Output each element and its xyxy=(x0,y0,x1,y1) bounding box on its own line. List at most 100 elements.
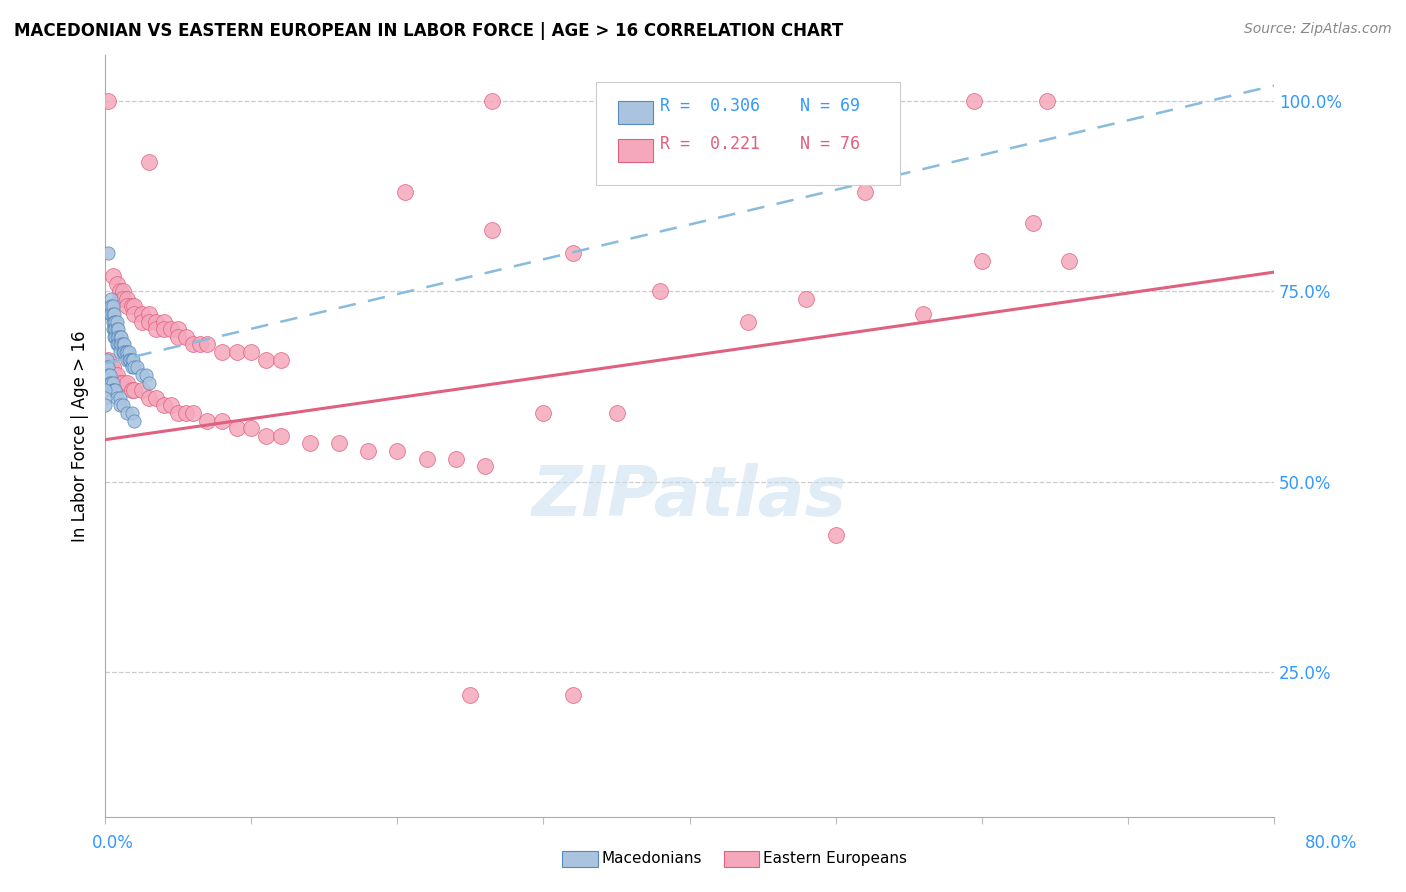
Point xyxy=(104,383,127,397)
Point xyxy=(112,345,135,359)
Point xyxy=(131,368,153,382)
Point xyxy=(225,421,247,435)
Point xyxy=(107,330,129,344)
Point xyxy=(167,406,190,420)
Point xyxy=(270,429,292,443)
FancyBboxPatch shape xyxy=(619,101,654,124)
Point xyxy=(108,376,131,390)
Point xyxy=(103,383,125,397)
Point xyxy=(111,398,134,412)
Point xyxy=(108,284,131,298)
Point xyxy=(107,322,129,336)
Point xyxy=(104,322,127,336)
Point xyxy=(105,368,128,382)
Point xyxy=(481,223,503,237)
Point xyxy=(963,94,986,108)
Point xyxy=(1036,94,1059,108)
Point xyxy=(796,292,818,306)
Point xyxy=(124,360,146,375)
Point xyxy=(131,383,153,397)
Point xyxy=(103,315,125,329)
Point xyxy=(135,368,157,382)
Point xyxy=(115,292,138,306)
Point xyxy=(131,315,153,329)
Point xyxy=(145,322,167,336)
Point xyxy=(188,337,211,351)
Point xyxy=(103,368,125,382)
Point xyxy=(328,436,350,450)
Point xyxy=(110,330,132,344)
Point xyxy=(121,406,143,420)
Point xyxy=(101,299,124,313)
Point xyxy=(254,352,277,367)
Point xyxy=(298,436,321,450)
Point xyxy=(1059,253,1081,268)
Point xyxy=(105,315,128,329)
Point xyxy=(96,376,118,390)
Point xyxy=(197,414,219,428)
Point xyxy=(100,376,122,390)
Point xyxy=(387,444,409,458)
Point xyxy=(111,376,134,390)
Point xyxy=(474,459,496,474)
Point xyxy=(127,360,149,375)
Text: MACEDONIAN VS EASTERN EUROPEAN IN LABOR FORCE | AGE > 16 CORRELATION CHART: MACEDONIAN VS EASTERN EUROPEAN IN LABOR … xyxy=(14,22,844,40)
Point xyxy=(110,337,132,351)
Point xyxy=(105,277,128,291)
Point xyxy=(108,292,131,306)
Point xyxy=(152,315,174,329)
FancyBboxPatch shape xyxy=(596,82,900,185)
Point xyxy=(114,345,136,359)
Point xyxy=(121,360,143,375)
Point xyxy=(97,368,120,382)
Point xyxy=(152,322,174,336)
Point xyxy=(103,322,125,336)
Point xyxy=(100,299,122,313)
Point xyxy=(115,299,138,313)
Y-axis label: In Labor Force | Age > 16: In Labor Force | Age > 16 xyxy=(72,330,89,541)
Point xyxy=(211,345,233,359)
Point xyxy=(108,330,131,344)
Point xyxy=(115,352,138,367)
Point xyxy=(103,330,125,344)
Point xyxy=(98,360,121,375)
Point xyxy=(100,383,122,397)
Point xyxy=(240,421,263,435)
Point xyxy=(97,94,120,108)
Point xyxy=(105,322,128,336)
Point xyxy=(357,444,380,458)
Point xyxy=(101,376,124,390)
Point xyxy=(460,688,482,702)
Point xyxy=(824,528,846,542)
Point xyxy=(101,268,124,283)
Point xyxy=(181,337,204,351)
Point xyxy=(737,315,759,329)
Point xyxy=(103,307,125,321)
Point xyxy=(97,352,120,367)
Point xyxy=(211,414,233,428)
Point xyxy=(111,345,134,359)
Point xyxy=(138,307,160,321)
Point xyxy=(197,337,219,351)
Point xyxy=(112,337,135,351)
Point xyxy=(167,322,190,336)
Point xyxy=(115,345,138,359)
Point xyxy=(605,406,627,420)
Point xyxy=(101,360,124,375)
FancyBboxPatch shape xyxy=(619,139,654,161)
Point xyxy=(115,376,138,390)
Point xyxy=(108,337,131,351)
Point xyxy=(270,352,292,367)
Point xyxy=(124,299,146,313)
Point xyxy=(174,406,197,420)
Point xyxy=(108,345,131,359)
Point xyxy=(124,307,146,321)
Point xyxy=(121,299,143,313)
Point xyxy=(225,345,247,359)
Point xyxy=(98,299,121,313)
Point xyxy=(138,315,160,329)
Point xyxy=(152,398,174,412)
Point xyxy=(138,391,160,405)
Point xyxy=(124,414,146,428)
Text: Source: ZipAtlas.com: Source: ZipAtlas.com xyxy=(1244,22,1392,37)
